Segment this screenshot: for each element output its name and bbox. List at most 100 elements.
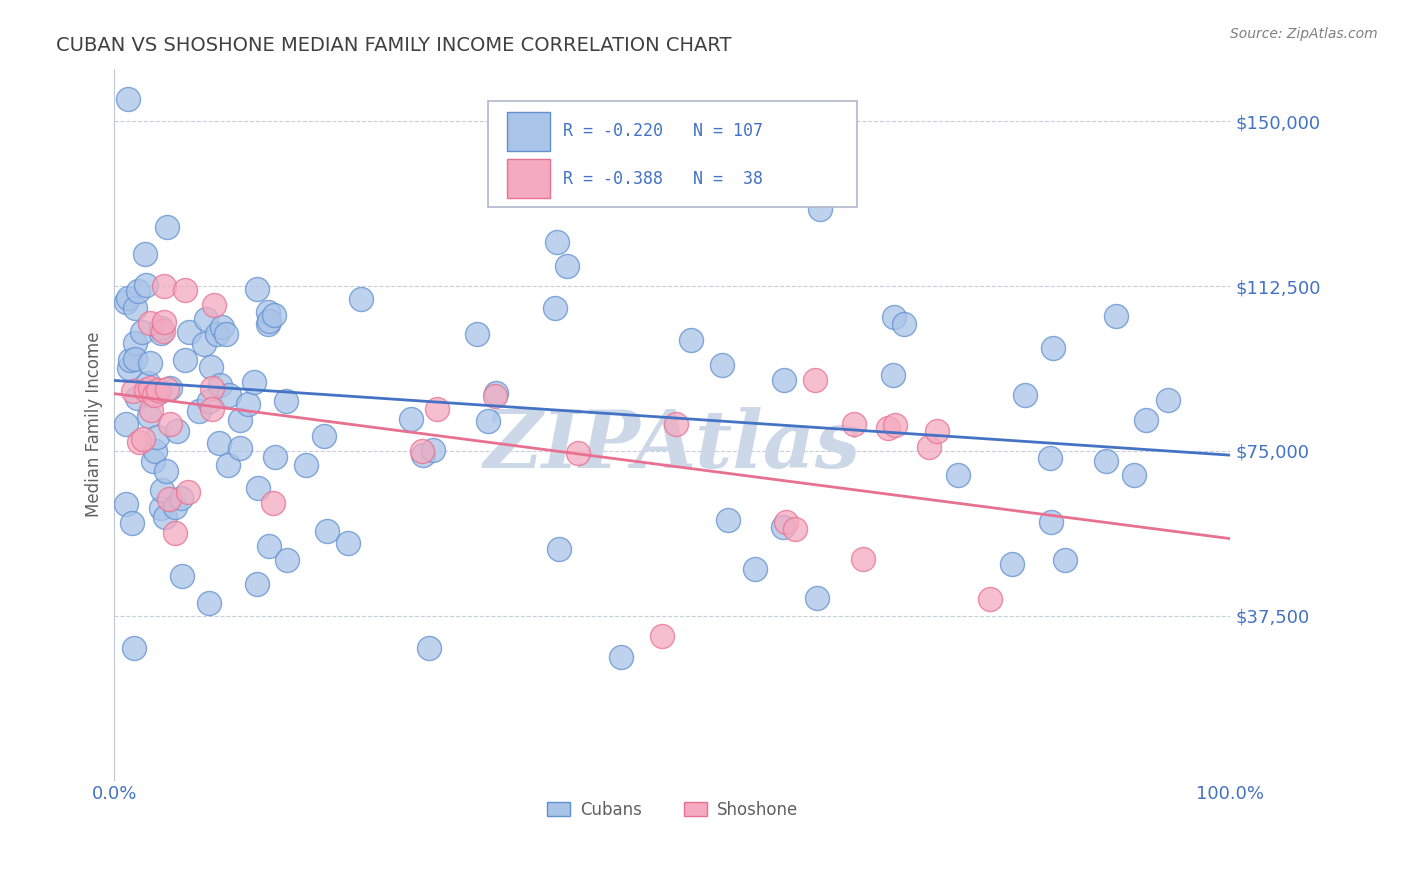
- Point: [567, 445, 589, 459]
- Point: [411, 444, 433, 458]
- Point: [246, 481, 269, 495]
- Point: [1135, 413, 1157, 427]
- Point: [651, 629, 673, 643]
- Point: [150, 320, 173, 334]
- Point: [211, 319, 233, 334]
- Point: [118, 353, 141, 368]
- Point: [201, 381, 224, 395]
- Point: [139, 403, 162, 417]
- Point: [263, 450, 285, 464]
- Point: [1054, 553, 1077, 567]
- Point: [122, 384, 145, 399]
- Point: [139, 356, 162, 370]
- Point: [772, 373, 794, 387]
- Point: [125, 391, 148, 405]
- Point: [882, 368, 904, 383]
- Point: [217, 458, 239, 472]
- Point: [842, 417, 865, 432]
- Point: [163, 500, 186, 514]
- Point: [135, 277, 157, 292]
- Point: [132, 433, 155, 447]
- Point: [115, 295, 138, 310]
- Text: R = -0.388   N =  38: R = -0.388 N = 38: [562, 169, 763, 188]
- Point: [155, 464, 177, 478]
- Point: [256, 317, 278, 331]
- Point: [918, 440, 941, 454]
- Point: [128, 434, 150, 449]
- Text: ZIPAtlas: ZIPAtlas: [484, 407, 860, 484]
- Point: [1105, 309, 1128, 323]
- Point: [124, 336, 146, 351]
- Point: [208, 436, 231, 450]
- Point: [122, 641, 145, 656]
- FancyBboxPatch shape: [488, 101, 856, 207]
- Point: [163, 525, 186, 540]
- Point: [804, 373, 827, 387]
- Point: [257, 305, 280, 319]
- Point: [806, 591, 828, 605]
- Point: [401, 411, 423, 425]
- Point: [337, 536, 360, 550]
- Point: [808, 202, 831, 216]
- Point: [426, 401, 449, 416]
- Point: [201, 402, 224, 417]
- Point: [170, 491, 193, 506]
- Point: [131, 325, 153, 339]
- Point: [152, 483, 174, 497]
- Point: [136, 376, 159, 390]
- Point: [418, 641, 440, 656]
- Point: [744, 562, 766, 576]
- Point: [681, 333, 703, 347]
- Point: [173, 283, 195, 297]
- Point: [350, 292, 373, 306]
- Point: [139, 317, 162, 331]
- Point: [274, 393, 297, 408]
- Point: [207, 327, 229, 342]
- Point: [218, 387, 240, 401]
- Text: R = -0.220   N = 107: R = -0.220 N = 107: [562, 122, 763, 140]
- Point: [484, 389, 506, 403]
- Point: [153, 510, 176, 524]
- Point: [547, 541, 569, 556]
- Point: [208, 377, 231, 392]
- Point: [124, 352, 146, 367]
- Point: [243, 375, 266, 389]
- Point: [142, 454, 165, 468]
- Point: [876, 420, 898, 434]
- Point: [555, 259, 578, 273]
- Point: [177, 325, 200, 339]
- Point: [1040, 515, 1063, 529]
- Legend: Cubans, Shoshone: Cubans, Shoshone: [540, 794, 804, 825]
- Point: [148, 384, 170, 399]
- Point: [214, 326, 236, 341]
- Point: [893, 317, 915, 331]
- Point: [114, 497, 136, 511]
- Point: [484, 386, 506, 401]
- Point: [195, 312, 218, 326]
- Point: [538, 180, 561, 194]
- Point: [312, 429, 335, 443]
- Point: [229, 441, 252, 455]
- Point: [228, 413, 250, 427]
- Point: [883, 310, 905, 325]
- Point: [200, 360, 222, 375]
- Text: CUBAN VS SHOSHONE MEDIAN FAMILY INCOME CORRELATION CHART: CUBAN VS SHOSHONE MEDIAN FAMILY INCOME C…: [56, 36, 731, 54]
- Point: [150, 326, 173, 340]
- Point: [775, 515, 797, 529]
- Point: [295, 458, 318, 472]
- Point: [1042, 341, 1064, 355]
- Point: [257, 539, 280, 553]
- Point: [544, 301, 567, 315]
- Point: [1001, 557, 1024, 571]
- Point: [157, 492, 180, 507]
- Point: [1039, 450, 1062, 465]
- Point: [193, 336, 215, 351]
- Point: [149, 501, 172, 516]
- Point: [153, 278, 176, 293]
- Point: [477, 414, 499, 428]
- Point: [412, 448, 434, 462]
- Point: [159, 381, 181, 395]
- Y-axis label: Median Family Income: Median Family Income: [86, 332, 103, 517]
- Point: [772, 519, 794, 533]
- Point: [188, 404, 211, 418]
